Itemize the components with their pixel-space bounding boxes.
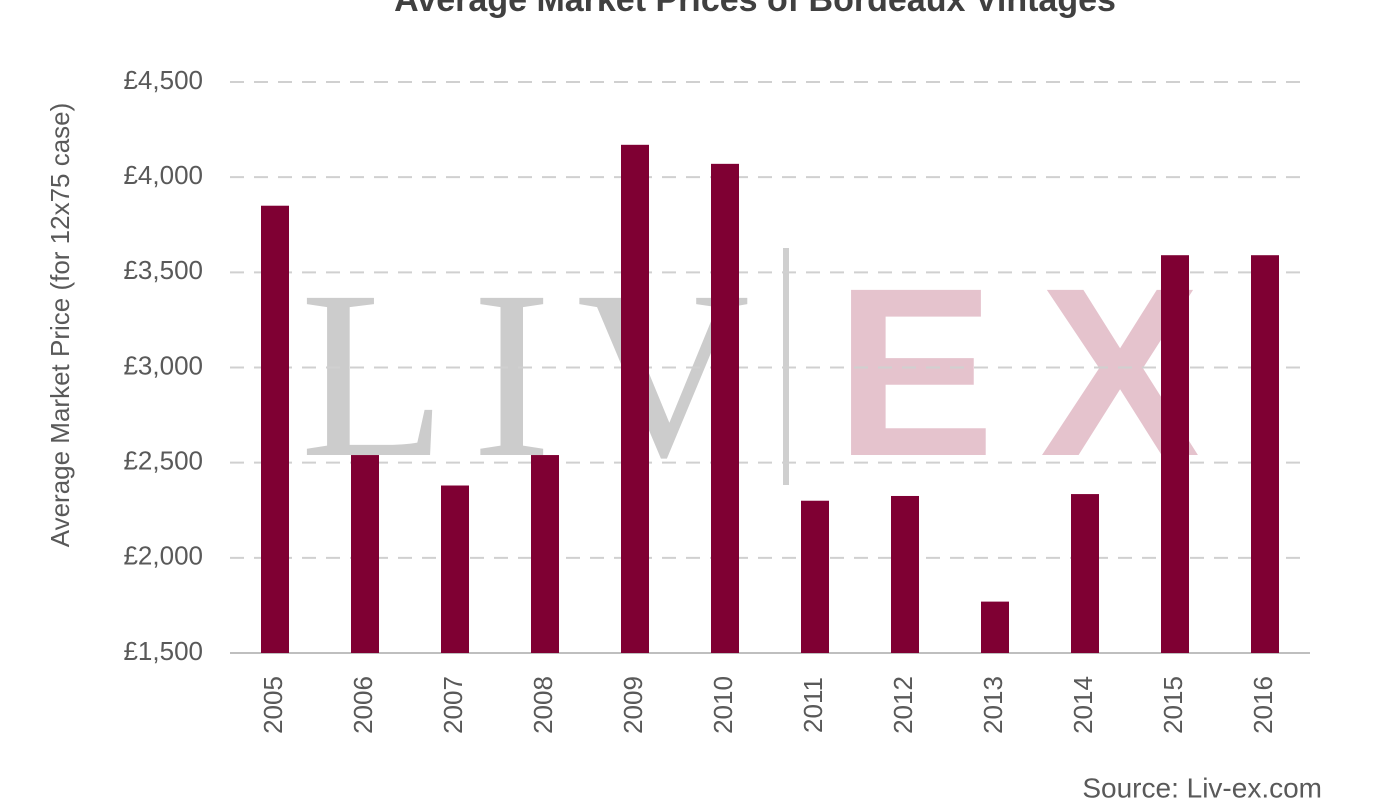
watermark-right: EX — [835, 238, 1200, 506]
y-tick-label: £2,000 — [123, 541, 203, 571]
bar — [351, 455, 379, 653]
y-tick-label: £4,500 — [123, 65, 203, 95]
y-axis-label: Average Market Price (for 12x75 case) — [45, 103, 75, 548]
bar — [1071, 494, 1099, 653]
source: Source: Liv-ex.com — [1082, 772, 1322, 800]
x-tick-label: 2005 — [258, 676, 288, 734]
chart-title: Average Market Prices of Bordeaux Vintag… — [394, 0, 1116, 19]
bar — [891, 495, 919, 653]
bar — [621, 144, 649, 653]
y-tick-label: £4,000 — [123, 160, 203, 190]
bar — [531, 455, 559, 653]
bar — [261, 205, 289, 653]
bar — [1161, 255, 1189, 653]
x-tick-label: 2013 — [978, 676, 1008, 734]
bar — [801, 500, 829, 653]
y-tick-label: £3,000 — [123, 350, 203, 380]
bar — [981, 601, 1009, 653]
x-tick-label: 2012 — [888, 676, 918, 734]
x-tick-label: 2007 — [438, 676, 468, 734]
x-tick-label: 2011 — [798, 677, 828, 733]
y-tick-label: £2,500 — [123, 446, 203, 476]
y-tick-label: £1,500 — [123, 636, 203, 666]
x-tick-label: 2014 — [1068, 676, 1098, 734]
x-tick-label: 2015 — [1158, 676, 1188, 734]
x-tick-label: 2010 — [708, 676, 738, 734]
bar — [1251, 255, 1279, 653]
x-tick-label: 2008 — [528, 676, 558, 734]
y-tick-label: £3,500 — [123, 255, 203, 285]
bar — [711, 163, 739, 654]
x-tick-label: 2006 — [348, 676, 378, 734]
x-tick-label: 2009 — [618, 676, 648, 734]
x-tick-label: 2016 — [1248, 676, 1278, 734]
bar — [441, 485, 469, 653]
